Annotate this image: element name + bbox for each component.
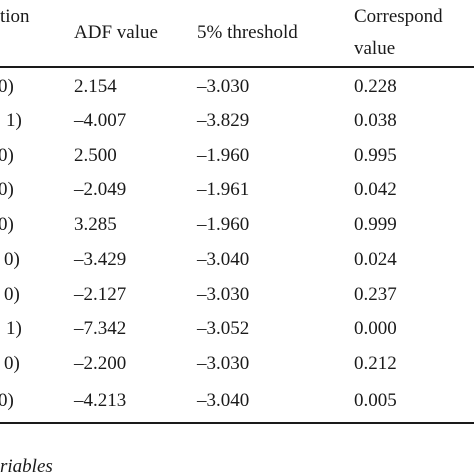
row-corresponding-value: 0.005: [354, 390, 397, 411]
row-threshold: –3.040: [197, 390, 250, 411]
row-threshold: –3.829: [197, 110, 250, 131]
row-label: 0): [0, 145, 14, 166]
header-variable-col: tion: [0, 6, 30, 27]
row-label: 0): [4, 353, 20, 374]
row-threshold: –1.960: [197, 214, 250, 235]
row-corresponding-value: 0.212: [354, 353, 397, 374]
row-threshold: –3.052: [197, 318, 250, 339]
row-corresponding-value: 0.042: [354, 179, 397, 200]
row-threshold: –1.961: [197, 179, 250, 200]
row-adf-value: –2.200: [74, 353, 127, 374]
row-adf-value: –2.049: [74, 179, 127, 200]
table-footnote: riables: [0, 456, 53, 474]
row-adf-value: 2.154: [74, 76, 117, 97]
row-corresponding-value: 0.237: [354, 284, 397, 305]
header-rule: [0, 66, 474, 68]
row-label: 0): [4, 284, 20, 305]
header-adf-value: ADF value: [74, 22, 158, 43]
row-label: 1): [6, 318, 22, 339]
row-threshold: –3.030: [197, 353, 250, 374]
row-label: 0): [0, 76, 14, 97]
bottom-rule: [0, 422, 474, 424]
row-corresponding-value: 0.228: [354, 76, 397, 97]
row-corresponding-value: 0.999: [354, 214, 397, 235]
row-adf-value: –2.127: [74, 284, 127, 305]
row-adf-value: 2.500: [74, 145, 117, 166]
row-threshold: –3.040: [197, 249, 250, 270]
row-label: 0): [0, 390, 14, 411]
row-threshold: –3.030: [197, 76, 250, 97]
row-adf-value: –7.342: [74, 318, 127, 339]
header-corresponding-line2: value: [354, 38, 396, 59]
row-label: 0): [4, 249, 20, 270]
row-adf-value: –4.007: [74, 110, 127, 131]
row-corresponding-value: 0.000: [354, 318, 397, 339]
row-label: 0): [0, 179, 14, 200]
row-corresponding-value: 0.038: [354, 110, 397, 131]
row-adf-value: –3.429: [74, 249, 127, 270]
row-corresponding-value: 0.024: [354, 249, 397, 270]
row-threshold: –3.030: [197, 284, 250, 305]
row-corresponding-value: 0.995: [354, 145, 397, 166]
row-label: 1): [6, 110, 22, 131]
row-adf-value: 3.285: [74, 214, 117, 235]
header-5pct-threshold: 5% threshold: [197, 22, 298, 43]
row-label: 0): [0, 214, 14, 235]
row-threshold: –1.960: [197, 145, 250, 166]
row-adf-value: –4.213: [74, 390, 127, 411]
header-corresponding-line1: Correspond: [354, 6, 443, 27]
